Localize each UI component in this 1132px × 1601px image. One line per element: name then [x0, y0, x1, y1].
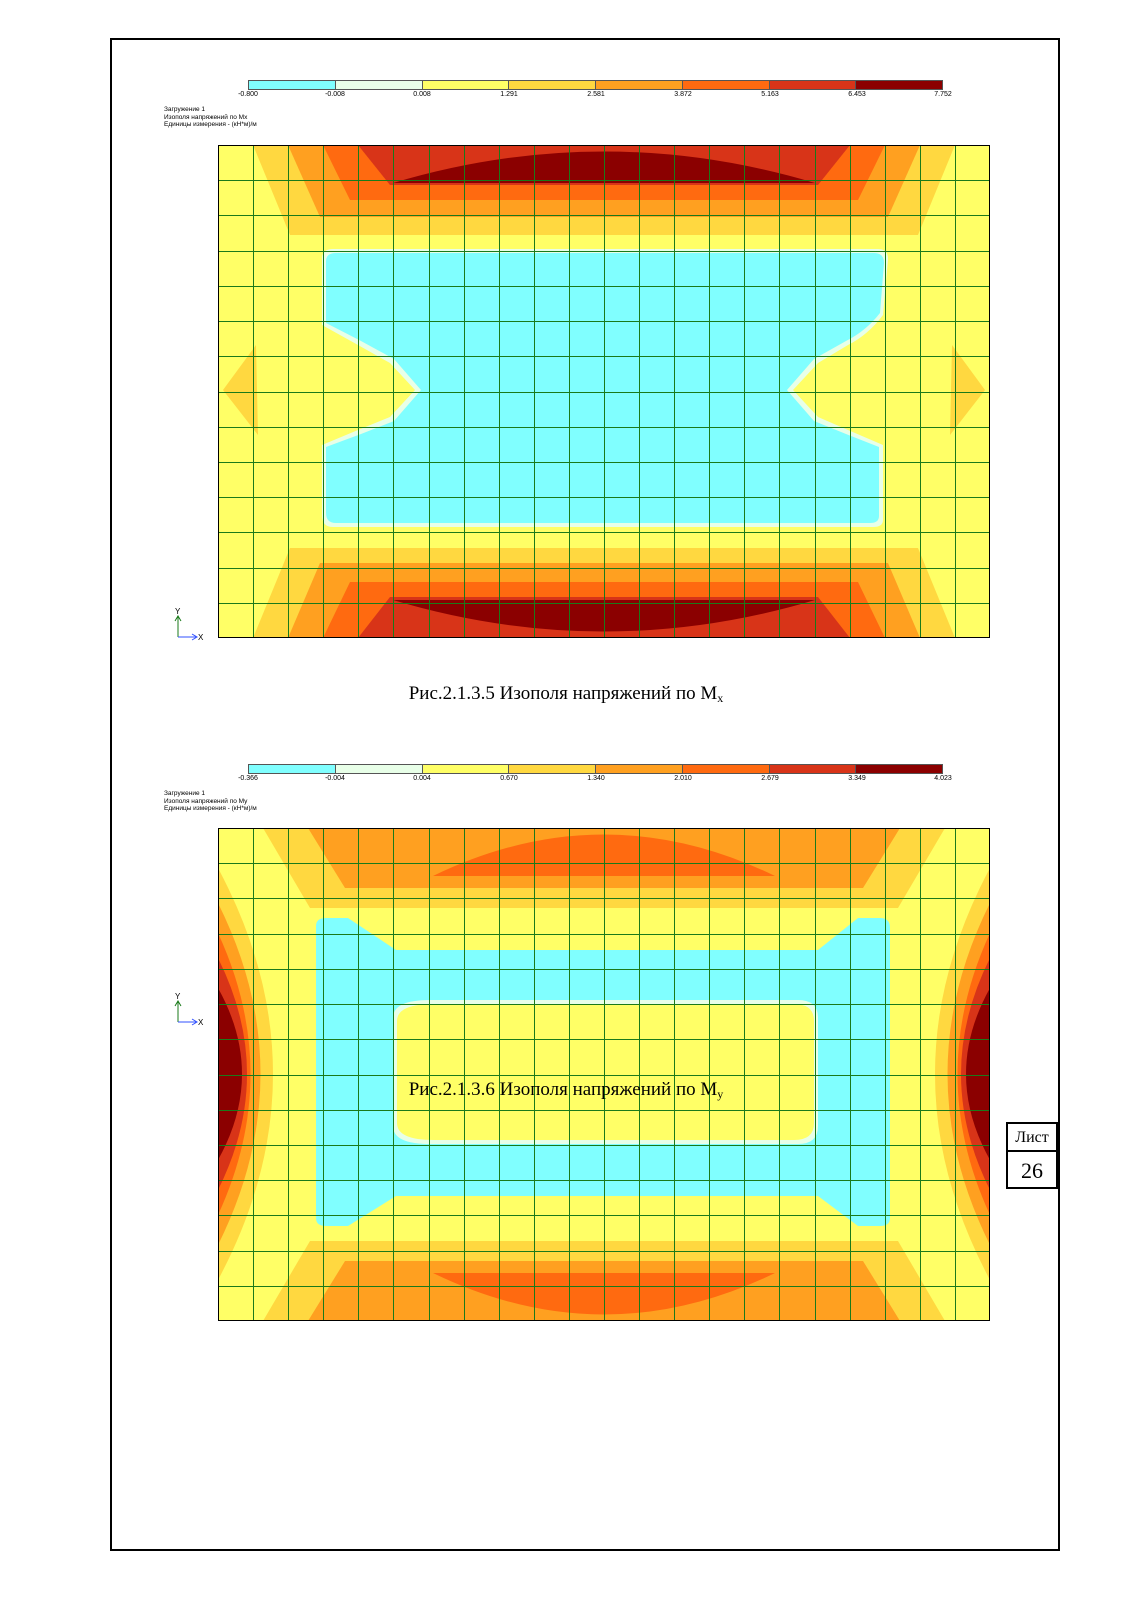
caption-text: Рис.2.1.3.6 Изополя напряжений по M — [408, 1079, 718, 1100]
legend-tick: 6.453 — [848, 91, 866, 98]
legend-swatch — [769, 765, 857, 773]
figure-caption-mx: Рис.2.1.3.5 Изополя напряжений по Mx — [0, 683, 1132, 706]
legend-swatch — [769, 81, 857, 89]
axis-indicator-my: Y X — [168, 990, 208, 1030]
legend-tick: 2.581 — [587, 91, 605, 98]
legend-ticks: -0.366 -0.004 0.004 0.670 1.340 2.010 2.… — [232, 775, 960, 789]
legend-tick: 0.008 — [413, 91, 431, 98]
legend-tick: 3.349 — [848, 775, 866, 782]
caption-text: Рис.2.1.3.5 Изополя напряжений по M — [408, 683, 718, 704]
legend-swatch — [682, 765, 770, 773]
legend-mx: -0.800 -0.008 0.008 1.291 2.581 3.872 5.… — [232, 80, 952, 112]
legend-tick: 1.340 — [587, 775, 605, 782]
figure-caption-my: Рис.2.1.3.6 Изополя напряжений по My — [0, 1079, 1132, 1102]
load-case-info-my: Загружение 1 Изополя напряжений по My Ед… — [164, 790, 257, 813]
legend-swatch — [596, 765, 683, 773]
legend-tick: 0.004 — [413, 775, 431, 782]
legend-swatch — [335, 765, 423, 773]
legend-swatch — [596, 81, 683, 89]
legend-swatch — [422, 765, 510, 773]
page-frame — [110, 38, 1060, 1551]
legend-swatch — [249, 81, 336, 89]
load-case-info-mx: Загружение 1 Изополя напряжений по Mx Ед… — [164, 106, 257, 129]
legend-color-bar — [248, 764, 943, 774]
legend-tick: 3.872 — [674, 91, 692, 98]
legend-tick: -0.004 — [325, 775, 345, 782]
legend-swatch — [335, 81, 423, 89]
stress-type-line: Изополя напряжений по My — [164, 797, 248, 805]
legend-swatch — [856, 81, 942, 89]
legend-swatch — [509, 81, 596, 89]
legend-swatch — [249, 765, 336, 773]
axis-x-label: X — [198, 633, 204, 642]
contour-plot-my — [218, 828, 990, 1321]
axis-indicator-mx: Y X — [168, 605, 208, 645]
legend-tick: -0.008 — [325, 91, 345, 98]
legend-tick: -0.800 — [238, 91, 258, 98]
axis-y-label: Y — [175, 607, 181, 616]
sheet-number: 26 — [1006, 1150, 1058, 1189]
load-case-line: Загружение 1 — [164, 790, 205, 797]
legend-my: -0.366 -0.004 0.004 0.670 1.340 2.010 2.… — [232, 764, 952, 796]
legend-tick: 0.670 — [500, 775, 518, 782]
legend-swatch — [682, 81, 770, 89]
caption-subscript: y — [717, 1087, 724, 1101]
legend-swatch — [856, 765, 942, 773]
legend-tick: 7.752 — [934, 91, 952, 98]
units-line: Единицы измерения - (кН*м)/м — [164, 121, 257, 128]
legend-tick: 2.679 — [761, 775, 779, 782]
axis-x-label: X — [198, 1018, 204, 1027]
load-case-line: Загружение 1 — [164, 106, 205, 113]
caption-subscript: x — [717, 691, 724, 705]
sheet-label: Лист — [1006, 1122, 1058, 1152]
legend-swatch — [422, 81, 510, 89]
legend-tick: 5.163 — [761, 91, 779, 98]
axis-y-label: Y — [175, 992, 181, 1001]
legend-color-bar — [248, 80, 943, 90]
legend-tick: -0.366 — [238, 775, 258, 782]
legend-ticks: -0.800 -0.008 0.008 1.291 2.581 3.872 5.… — [232, 91, 960, 105]
legend-tick: 2.010 — [674, 775, 692, 782]
legend-tick: 4.023 — [934, 775, 952, 782]
units-line: Единицы измерения - (кН*м)/м — [164, 805, 257, 812]
legend-swatch — [509, 765, 596, 773]
contour-plot-mx — [218, 145, 990, 638]
legend-tick: 1.291 — [500, 91, 518, 98]
stress-type-line: Изополя напряжений по Mx — [164, 113, 248, 121]
